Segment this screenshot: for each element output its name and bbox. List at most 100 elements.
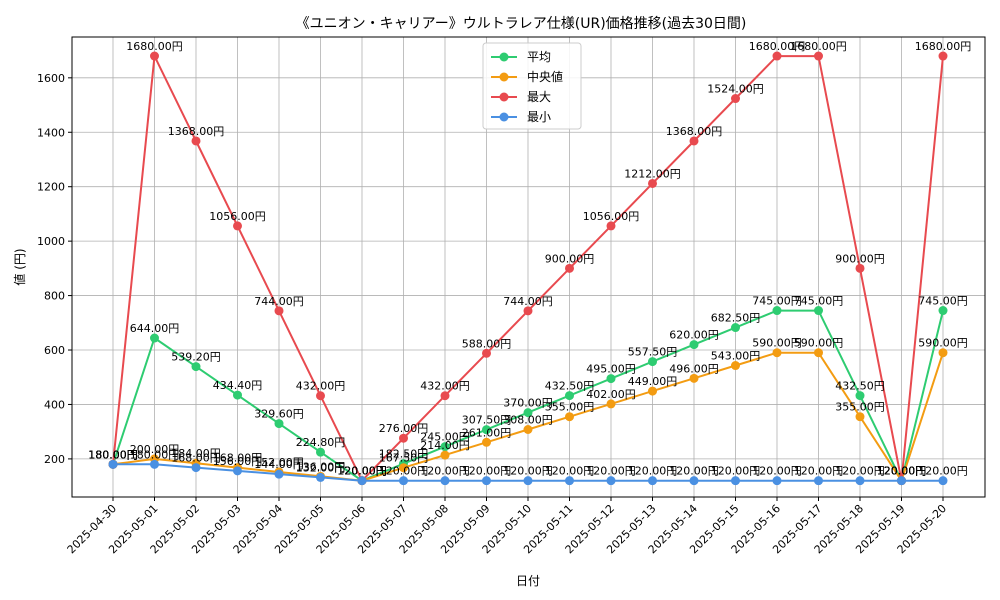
data-label: 449.00円 (628, 375, 678, 388)
data-label: 1680.00円 (126, 40, 183, 53)
data-point (731, 361, 740, 371)
data-point (191, 362, 201, 372)
data-label: 496.00円 (669, 362, 719, 375)
data-label: 120.00円 (379, 465, 429, 478)
data-point (316, 472, 325, 482)
y-tick-label: 400 (44, 398, 65, 411)
data-point (772, 348, 782, 358)
data-point (440, 391, 450, 401)
data-label: 1212.00円 (624, 167, 681, 180)
data-label: 261.00円 (462, 426, 512, 439)
series-0 (108, 306, 948, 486)
legend-marker (499, 92, 509, 102)
y-tick-label: 200 (44, 453, 65, 466)
data-point (648, 386, 657, 396)
x-axis-label: 日付 (516, 574, 540, 588)
legend-item: 平均 (491, 50, 551, 64)
data-point (689, 476, 699, 486)
data-label: 590.00円 (794, 337, 844, 350)
data-point (357, 476, 367, 486)
data-point (648, 178, 657, 188)
data-label: 184.00円 (171, 447, 221, 460)
data-label: 144.00円 (254, 458, 304, 471)
data-label: 180.00円 (88, 448, 138, 461)
data-label: 120.00円 (545, 465, 595, 478)
data-point (855, 476, 865, 486)
data-point (814, 476, 823, 486)
data-point (897, 476, 906, 486)
data-label: 180.00円 (130, 448, 180, 461)
legend-label: 最大 (527, 90, 551, 104)
data-label: 745.00円 (794, 295, 844, 308)
data-point (523, 306, 533, 316)
data-label: 308.00円 (503, 413, 553, 426)
data-point (399, 463, 408, 473)
data-point (316, 391, 325, 401)
data-label: 434.40円 (213, 379, 263, 392)
data-label: 132.00円 (296, 461, 346, 474)
data-label: 276.00円 (379, 422, 429, 435)
data-point (938, 476, 948, 486)
data-label: 120.00円 (503, 465, 553, 478)
data-label: 180.00円 (88, 448, 138, 461)
data-label: 120.00円 (337, 465, 387, 478)
y-axis-label: 値 (円) (12, 248, 27, 285)
data-point (772, 306, 782, 316)
data-point (814, 51, 823, 61)
data-label: 120.00円 (711, 465, 761, 478)
data-label: 557.50円 (628, 346, 678, 359)
data-point (731, 476, 740, 486)
data-label: 180.00円 (88, 448, 138, 461)
data-label: 1680.00円 (915, 40, 972, 53)
data-label: 120.00円 (420, 465, 470, 478)
data-point (233, 466, 242, 476)
data-point (648, 357, 657, 367)
data-point (399, 476, 408, 486)
data-label: 355.00円 (835, 401, 885, 414)
data-label: 120.00円 (337, 465, 387, 478)
data-point (855, 391, 865, 401)
data-label: 120.00円 (669, 465, 719, 478)
data-labels: 180.00円 644.00円 539.20円 434.40円 329.60円 224.8… (88, 40, 971, 478)
legend-item: 中央値 (491, 69, 563, 84)
data-point (523, 424, 533, 434)
data-label: 543.00円 (711, 350, 761, 363)
data-label: 167.50円 (379, 452, 429, 465)
data-point (606, 399, 616, 409)
data-point (150, 459, 159, 469)
data-label: 120.00円 (877, 465, 927, 478)
data-point (606, 374, 616, 384)
data-point (565, 412, 574, 422)
data-label: 1368.00円 (168, 125, 225, 138)
data-label: 120.00円 (918, 465, 968, 478)
y-tick-label: 1000 (37, 235, 65, 248)
data-label: 590.00円 (752, 337, 802, 350)
data-label: 744.00円 (254, 295, 304, 308)
data-label: 120.00円 (752, 465, 802, 478)
data-label: 307.50円 (462, 414, 512, 427)
data-point (814, 348, 823, 358)
data-point (855, 412, 865, 422)
data-label: 245.00円 (420, 431, 470, 444)
data-point (482, 476, 491, 486)
data-point (606, 221, 616, 231)
data-point (938, 51, 948, 61)
data-label: 200.00円 (130, 443, 180, 456)
data-point (565, 263, 574, 273)
data-label: 1368.00円 (666, 125, 723, 138)
data-label: 1680.00円 (749, 40, 806, 53)
data-label: 168.00円 (171, 452, 221, 465)
data-point (689, 136, 699, 146)
data-label: 432.50円 (545, 380, 595, 393)
y-tick-label: 600 (44, 344, 65, 357)
data-point (523, 408, 533, 418)
grid (72, 37, 985, 497)
data-point (274, 469, 284, 479)
data-label: 1056.00円 (583, 210, 640, 223)
data-point (274, 306, 284, 316)
data-label: 539.20円 (171, 351, 221, 364)
data-point (565, 391, 574, 401)
legend-box (482, 42, 582, 130)
